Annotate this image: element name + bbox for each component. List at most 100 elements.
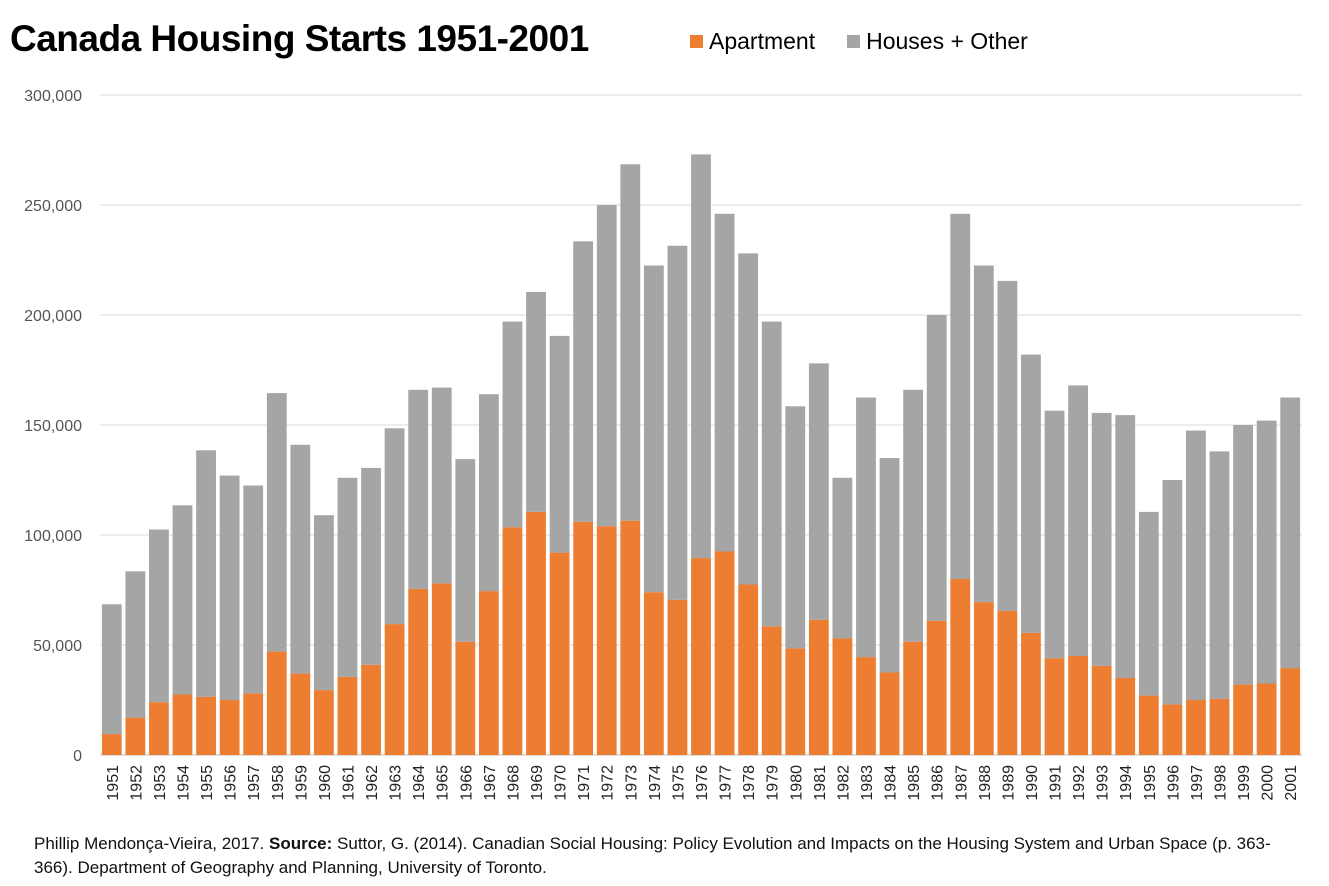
bar-apartment <box>573 521 594 755</box>
bar-apartment <box>172 694 193 755</box>
bar-houses-other <box>408 389 429 589</box>
x-tick-label: 1984 <box>883 765 900 801</box>
bar-apartment <box>950 579 971 755</box>
bar-houses-other <box>1209 451 1230 699</box>
bar-apartment <box>856 657 876 755</box>
bar-apartment <box>149 702 169 755</box>
bar-apartment <box>1021 632 1041 755</box>
bar-apartment <box>1138 695 1159 755</box>
x-tick-label: 1978 <box>741 765 758 801</box>
bar-houses-other <box>455 459 476 642</box>
x-tick-label: 1988 <box>977 765 994 801</box>
x-tick-label: 1957 <box>246 765 263 801</box>
y-tick-label: 50,000 <box>33 638 82 655</box>
legend-swatch-houses <box>847 35 861 48</box>
x-tick-label: 1992 <box>1071 765 1088 801</box>
x-tick-label: 1952 <box>128 765 145 801</box>
bar-houses-other <box>1280 397 1301 669</box>
x-tick-label: 1968 <box>505 765 522 801</box>
x-tick-label: 1985 <box>906 765 923 801</box>
x-tick-label: 1959 <box>293 765 310 801</box>
bar-houses-other <box>691 154 711 559</box>
x-tick-label: 1971 <box>576 765 593 801</box>
x-tick-label: 1975 <box>670 765 687 801</box>
bar-houses-other <box>196 450 216 697</box>
bar-apartment <box>526 511 546 755</box>
x-tick-label: 1979 <box>765 765 782 801</box>
y-tick-label: 0 <box>73 748 82 765</box>
bar-apartment <box>620 520 641 755</box>
x-tick-label: 1960 <box>317 765 334 801</box>
bar-houses-other <box>1091 412 1112 666</box>
legend: Apartment Houses + Other <box>690 28 1060 55</box>
x-tick-label: 1980 <box>788 765 805 801</box>
bar-apartment <box>478 591 499 755</box>
bar-apartment <box>667 599 688 755</box>
x-tick-label: 1953 <box>152 765 169 801</box>
bar-apartment <box>1209 698 1230 755</box>
bar-houses-other <box>808 363 829 620</box>
source-footnote: Phillip Mendonça-Vieira, 2017. Source: S… <box>34 832 1304 880</box>
bar-houses-other <box>431 387 452 584</box>
x-tick-label: 1970 <box>553 765 570 801</box>
x-tick-label: 1951 <box>105 765 122 801</box>
legend-item-houses: Houses + Other <box>847 28 1028 55</box>
x-tick-label: 1965 <box>435 765 452 801</box>
bar-apartment <box>1186 700 1206 755</box>
bar-houses-other <box>1138 511 1159 696</box>
bar-houses-other <box>761 321 782 627</box>
bar-apartment <box>832 638 853 755</box>
x-tick-label: 1999 <box>1236 765 1253 801</box>
bar-apartment <box>243 693 264 755</box>
bar-apartment <box>761 626 782 755</box>
bar-houses-other <box>290 444 311 674</box>
bar-houses-other <box>1115 415 1136 678</box>
x-tick-label: 1991 <box>1048 765 1065 801</box>
bar-houses-other <box>243 485 264 694</box>
bar-apartment <box>384 624 405 755</box>
legend-swatch-apartment <box>690 35 703 48</box>
bar-houses-other <box>1044 410 1065 659</box>
bar-apartment <box>1068 656 1088 755</box>
footnote-source-text: Suttor, G. (2014). Canadian Social Housi… <box>34 834 1271 877</box>
bar-houses-other <box>502 321 523 528</box>
x-tick-label: 1990 <box>1024 765 1041 801</box>
x-tick-label: 1998 <box>1213 765 1230 801</box>
bar-apartment <box>314 690 334 755</box>
bar-houses-other <box>1256 420 1277 684</box>
x-tick-label: 1958 <box>270 765 287 801</box>
x-tick-label: 1986 <box>930 765 947 801</box>
bar-houses-other <box>832 477 853 639</box>
x-tick-label: 1964 <box>411 765 428 801</box>
x-tick-label: 1997 <box>1189 765 1206 801</box>
bar-houses-other <box>596 205 617 527</box>
bar-apartment <box>1280 668 1301 755</box>
x-tick-label: 1969 <box>529 765 546 801</box>
bar-apartment <box>196 696 216 755</box>
bar-houses-other <box>1021 354 1041 633</box>
bar-apartment <box>337 676 358 755</box>
x-tick-label: 1983 <box>859 765 876 801</box>
x-tick-label: 1973 <box>623 765 640 801</box>
bar-houses-other <box>384 428 405 625</box>
bar-apartment <box>1115 678 1136 755</box>
bar-apartment <box>101 734 122 755</box>
bar-houses-other <box>172 505 193 695</box>
bar-apartment <box>431 583 452 755</box>
bar-apartment <box>1044 658 1065 755</box>
bar-houses-other <box>149 529 169 703</box>
bar-apartment <box>1256 683 1277 755</box>
x-tick-label: 1989 <box>1000 765 1017 801</box>
bar-apartment <box>1162 704 1183 755</box>
bar-apartment <box>714 551 735 755</box>
bar-houses-other <box>973 265 994 603</box>
bar-houses-other <box>926 315 947 621</box>
bar-apartment <box>691 558 711 755</box>
x-tick-label: 1954 <box>175 765 192 801</box>
bar-apartment <box>738 584 759 755</box>
bar-houses-other <box>856 397 876 658</box>
x-tick-label: 1976 <box>694 765 711 801</box>
y-tick-label: 100,000 <box>24 528 82 545</box>
x-tick-label: 1966 <box>458 765 475 801</box>
x-tick-label: 1994 <box>1118 765 1135 801</box>
